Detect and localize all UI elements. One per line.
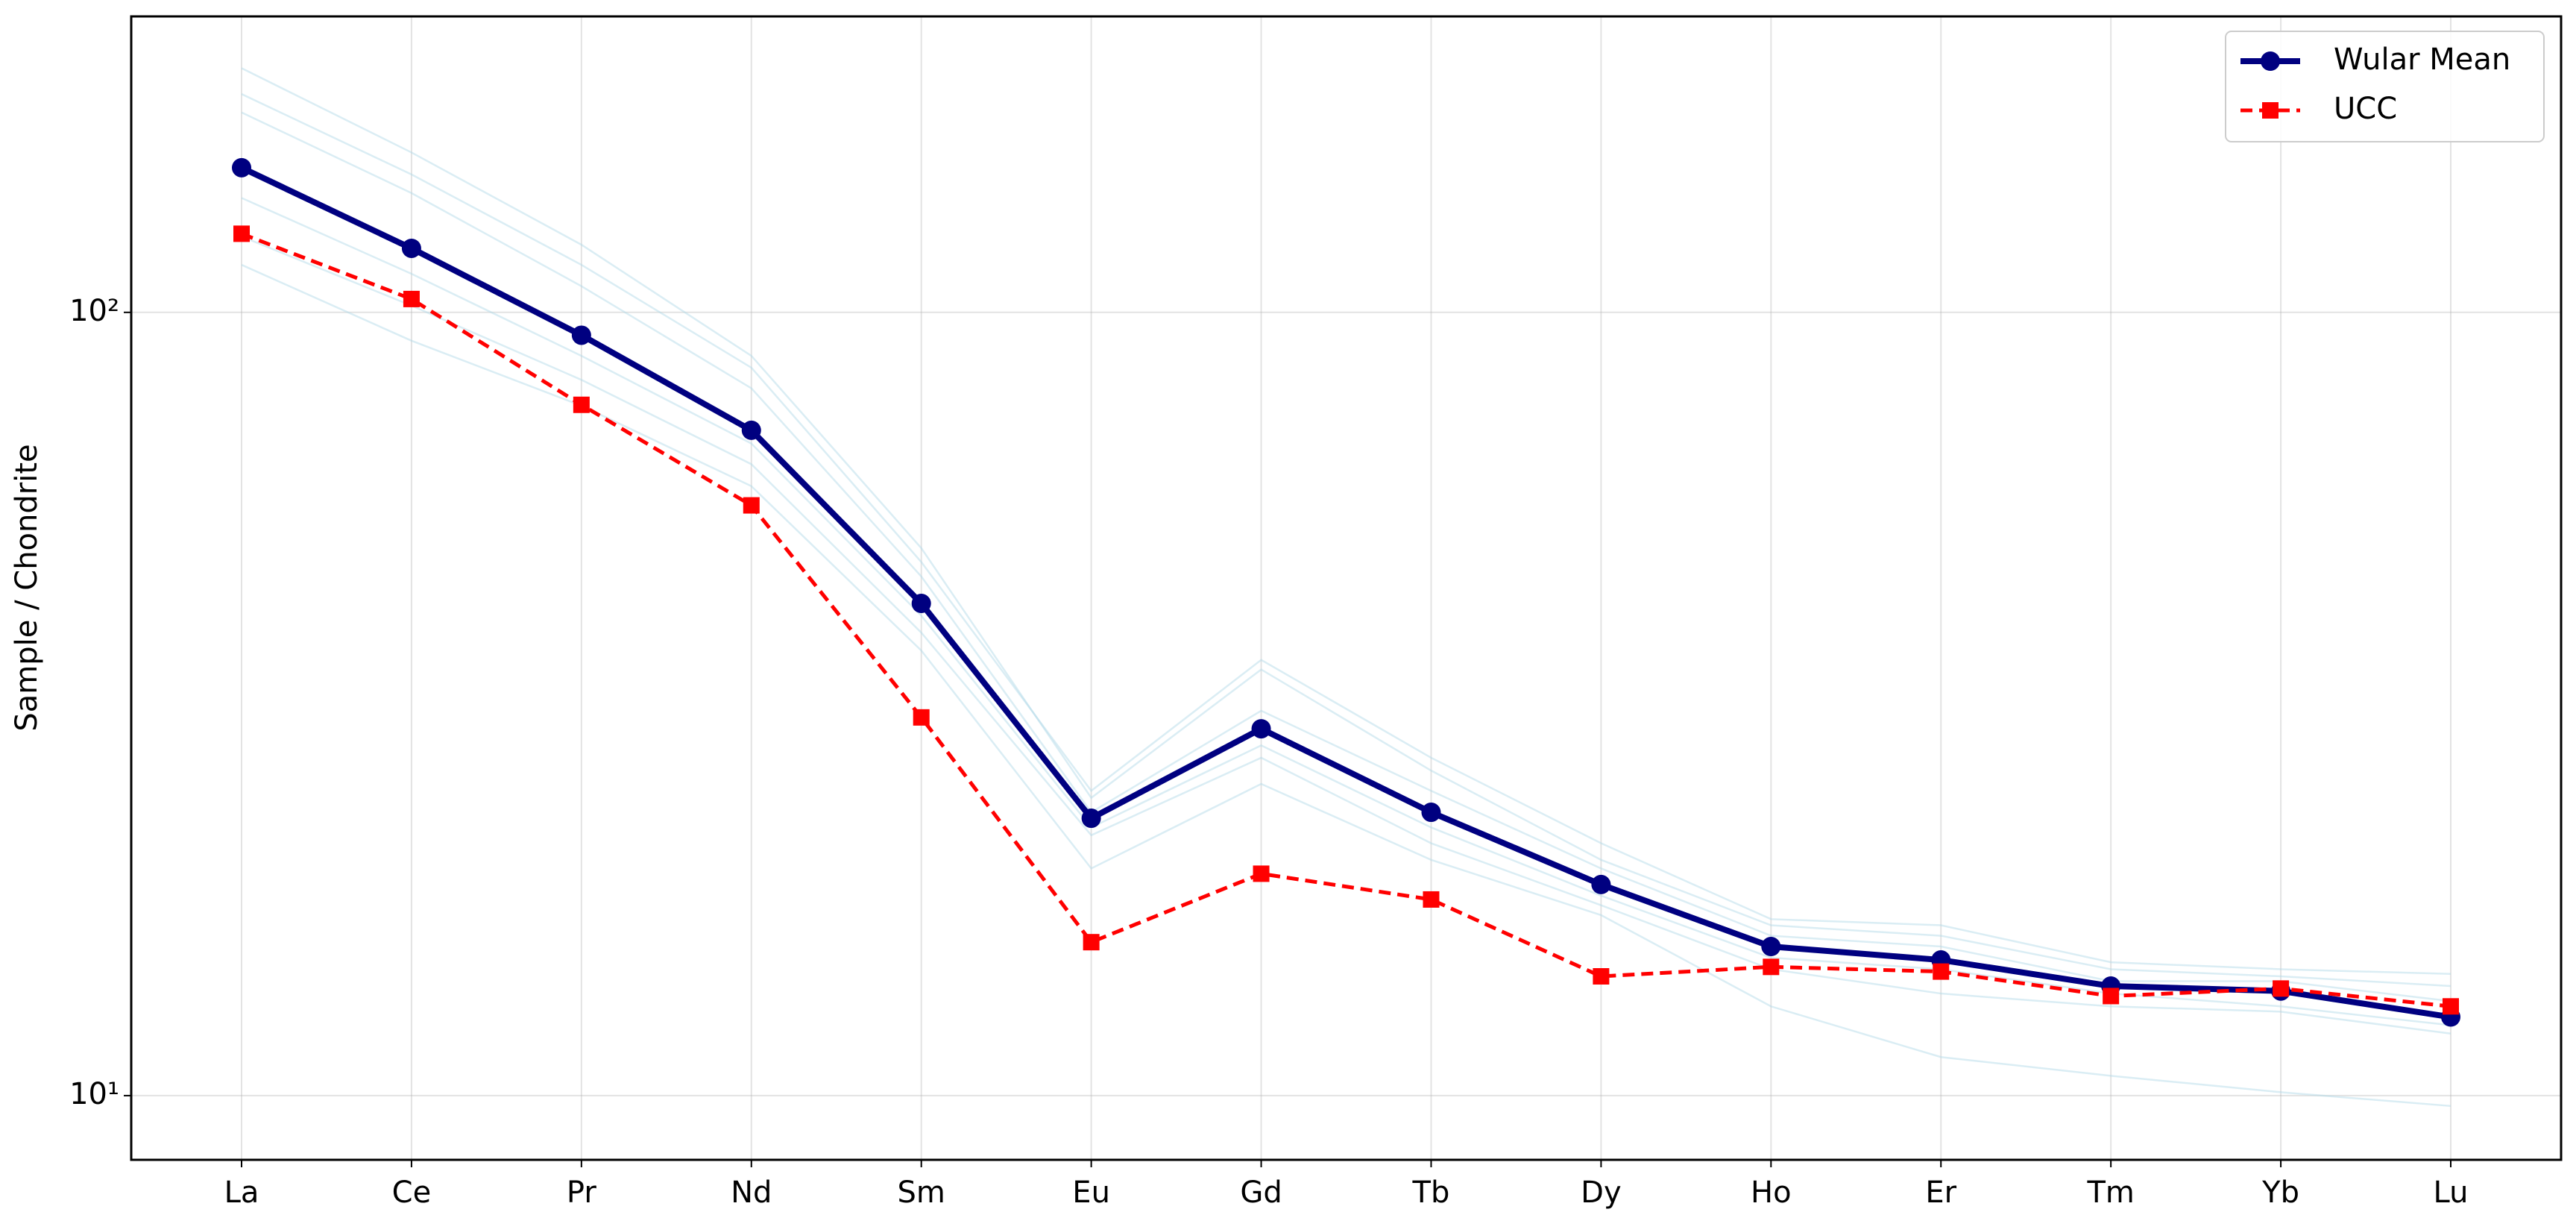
marker [401, 238, 421, 258]
marker [571, 325, 591, 345]
series-line [240, 165, 2451, 1020]
sample-line [241, 263, 2451, 1108]
x-tick-label: Tb [1412, 1175, 1450, 1210]
x-tick-label: La [224, 1175, 259, 1210]
legend-marker [2261, 51, 2280, 71]
marker [573, 396, 590, 413]
y-tick-label: 10² [69, 294, 119, 328]
y-axis-label: Sample / Chondrite [10, 444, 44, 731]
series-line [241, 232, 2451, 1008]
sample-line [241, 235, 2451, 1035]
x-tick-label: Er [1925, 1175, 1956, 1210]
marker [913, 709, 930, 726]
marker [1423, 891, 1440, 908]
sample-line [241, 197, 2451, 1026]
marker [1081, 809, 1101, 829]
marker [1251, 719, 1271, 739]
marker [1421, 803, 1441, 823]
marker [2103, 988, 2120, 1005]
marker [1591, 874, 1611, 894]
marker [911, 594, 931, 614]
marker [232, 157, 251, 178]
x-tick-label: Ce [392, 1175, 432, 1210]
marker [233, 225, 250, 242]
marker [741, 420, 761, 440]
x-tick-label: Sm [898, 1175, 945, 1210]
x-tick-label: Nd [731, 1175, 772, 1210]
marker [743, 497, 760, 514]
sample-line [241, 67, 2451, 988]
marker [1593, 967, 1610, 985]
marker [1761, 937, 1781, 957]
x-tick-label: Tm [2086, 1175, 2134, 1210]
x-tick-label: Lu [2434, 1175, 2469, 1210]
marker [1253, 865, 1270, 882]
x-tick-label: Pr [567, 1175, 596, 1210]
sample-line [241, 111, 2451, 1002]
legend-box [2225, 31, 2545, 142]
x-tick-label: Ho [1751, 1175, 1792, 1210]
x-tick-label: Dy [1581, 1175, 1621, 1210]
x-tick-label: Yb [2261, 1175, 2299, 1210]
y-tick-label: 10¹ [69, 1077, 119, 1111]
marker [1933, 963, 1950, 980]
marker [403, 290, 420, 307]
legend-label: Wular Mean [2334, 43, 2510, 77]
marker [1763, 958, 1780, 976]
plot-frame [130, 15, 2563, 1161]
x-tick-label: Gd [1240, 1175, 1282, 1210]
x-tick-label: Eu [1072, 1175, 1110, 1210]
marker [1083, 934, 1100, 951]
legend-label: UCC [2334, 92, 2397, 126]
marker [2443, 998, 2459, 1015]
legend-marker [2262, 102, 2279, 119]
sample-line [241, 92, 2451, 976]
marker [2273, 980, 2290, 997]
